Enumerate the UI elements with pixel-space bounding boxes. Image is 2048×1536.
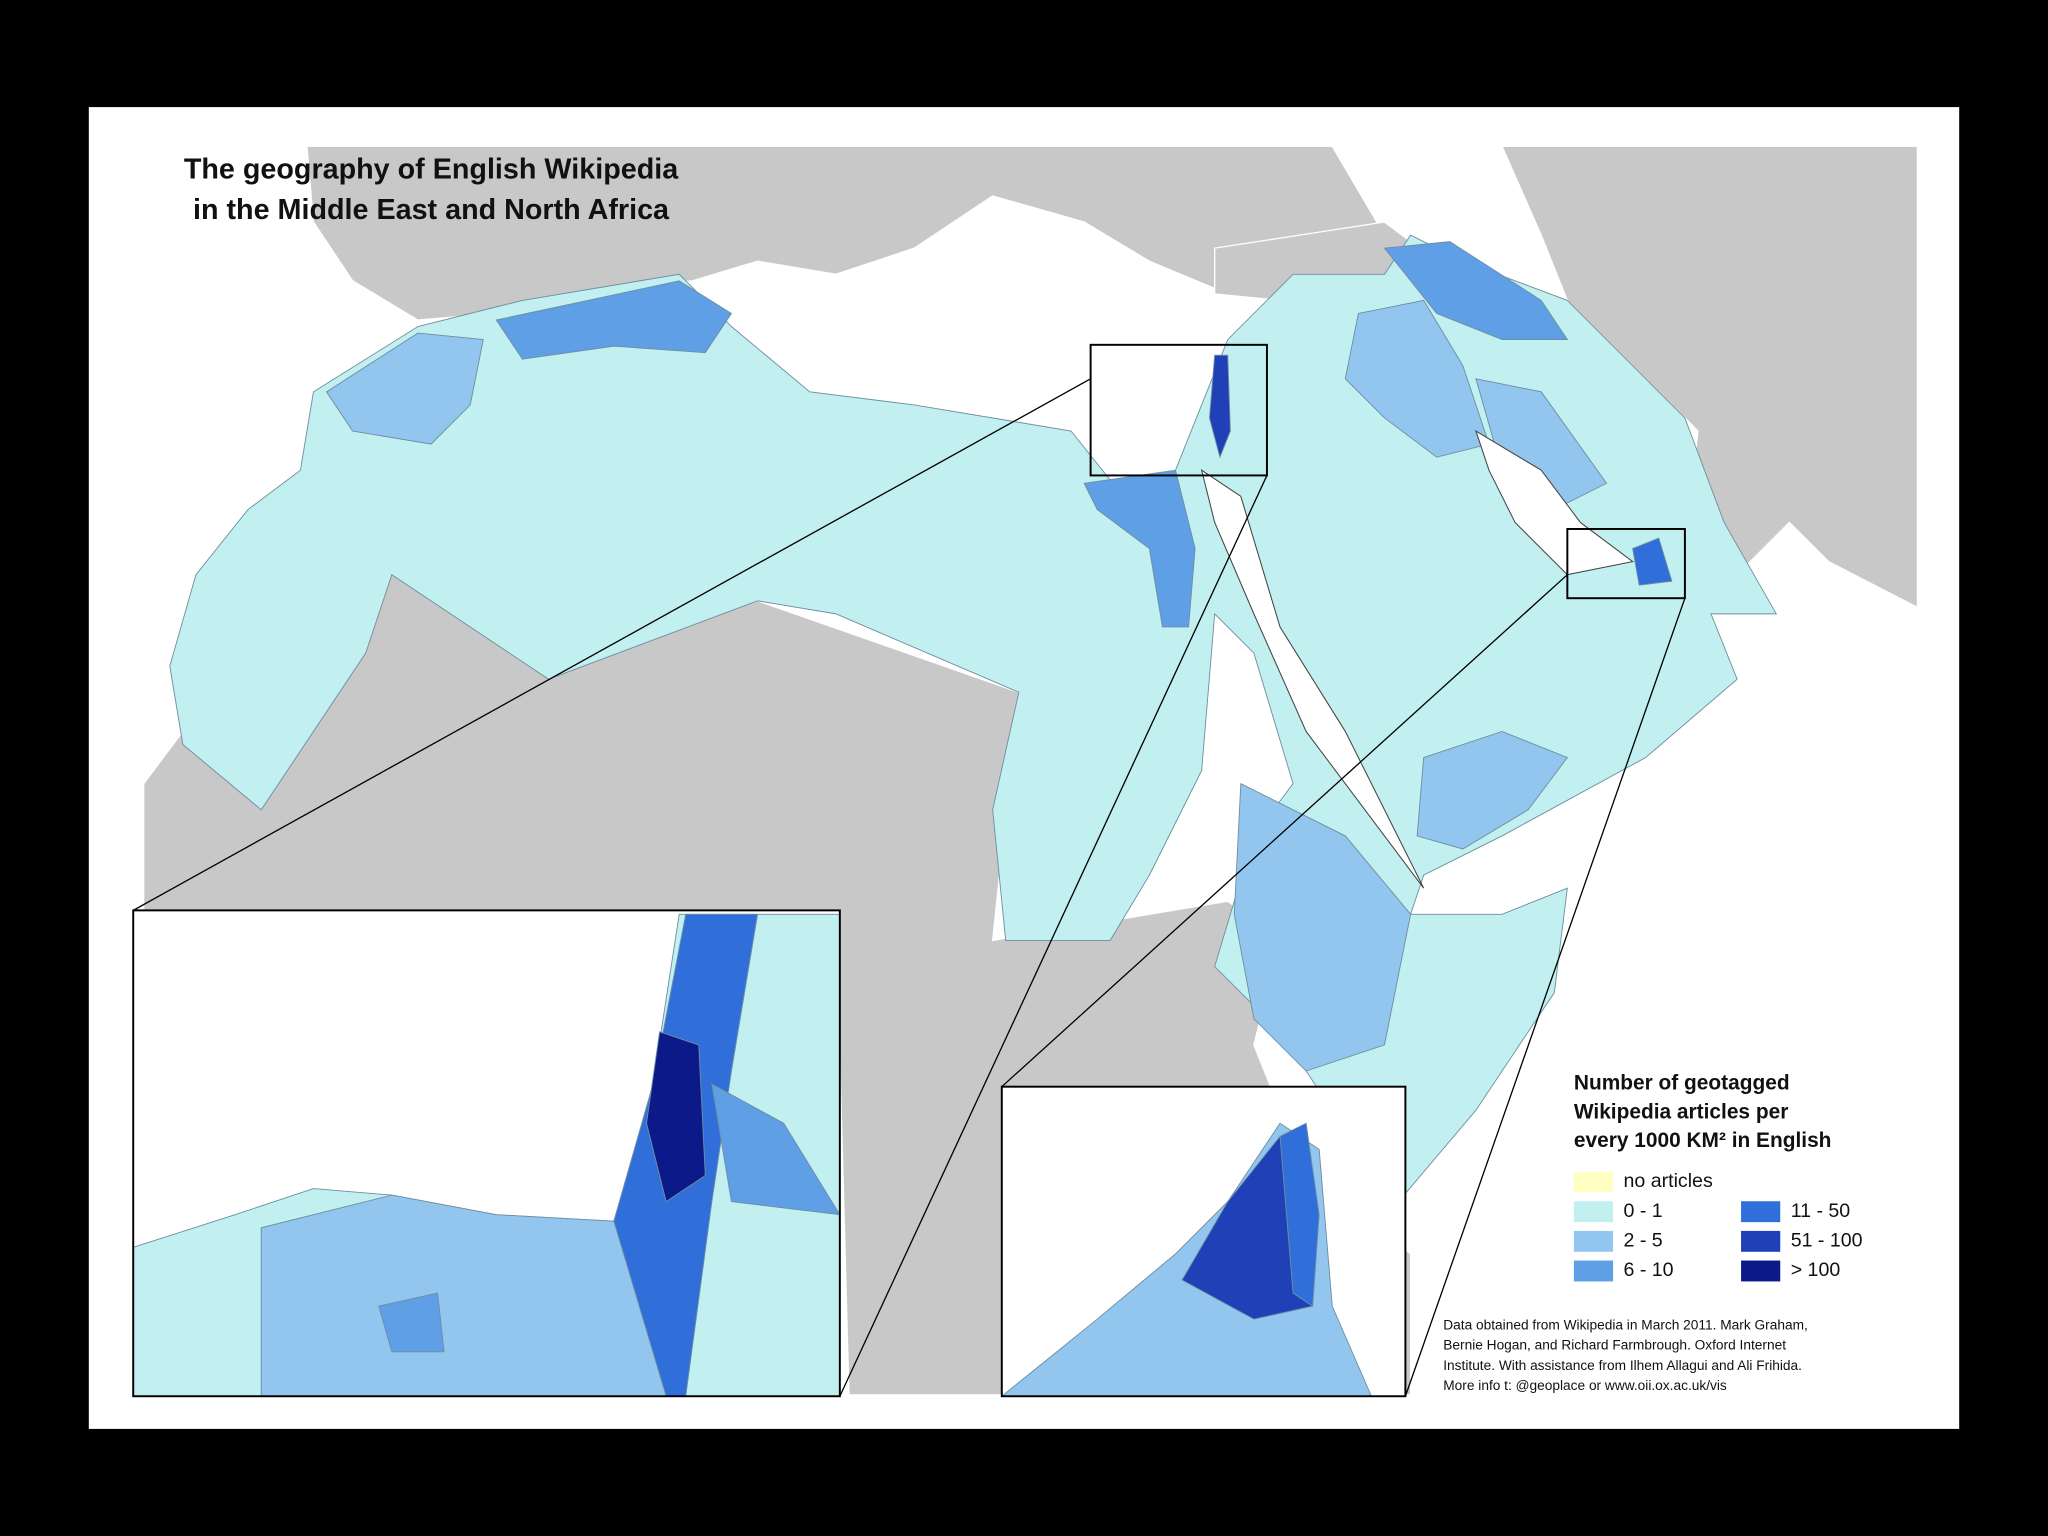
- legend-title: Wikipedia articles per: [1574, 1100, 1788, 1123]
- regions: [169, 234, 1778, 1196]
- israel: [1209, 354, 1231, 459]
- zoom-line: [132, 378, 1091, 911]
- legend-title: Number of geotagged: [1574, 1072, 1790, 1095]
- credit-line: More info t: @geoplace or www.oii.ox.ac.…: [1443, 1378, 1727, 1393]
- legend-title: every 1000 KM² in English: [1574, 1129, 1832, 1152]
- iran-north: [1383, 241, 1569, 341]
- zoom-line: [1404, 597, 1686, 1397]
- legend-swatch: [1573, 1171, 1614, 1193]
- legend: Number of geotagged Wikipedia articles pe…: [1573, 1072, 1863, 1282]
- legend-swatch: [1741, 1260, 1781, 1282]
- inset-left: [132, 909, 841, 1398]
- algeria-coast: [495, 280, 733, 360]
- title-line: in the Middle East and North Africa: [193, 194, 670, 226]
- inset-northern: [1279, 1122, 1320, 1307]
- persian-gulf: [1474, 429, 1634, 576]
- credits: Data obtained from Wikipedia in March 20…: [1443, 1317, 1808, 1393]
- red-sea: [1200, 469, 1425, 889]
- legend-label: 2 - 5: [1624, 1230, 1663, 1252]
- morocco-north: [325, 332, 484, 445]
- legend-swatch: [1573, 1230, 1614, 1252]
- inset-right: [1000, 1085, 1407, 1398]
- credit-line: Data obtained from Wikipedia in March 20…: [1443, 1317, 1808, 1332]
- ethiopia: [1233, 782, 1412, 1072]
- legend-swatch: [1573, 1260, 1614, 1282]
- legend-label: 0 - 1: [1624, 1200, 1663, 1222]
- iraq: [1344, 299, 1490, 458]
- yemen: [1416, 730, 1569, 850]
- legend-swatch: [1741, 1230, 1781, 1252]
- zoom-line: [839, 475, 1268, 1397]
- legend-swatch: [1741, 1201, 1781, 1223]
- nile: [1083, 469, 1196, 628]
- inset-frame: [1000, 1085, 1407, 1398]
- title-line: The geography of English Wikipedia: [184, 154, 679, 186]
- uae: [1632, 537, 1673, 586]
- credit-line: Institute. With assistance from Ilhem Al…: [1443, 1358, 1802, 1373]
- inset-frame: [132, 909, 841, 1398]
- zoom-box: [1566, 528, 1686, 600]
- zoom-line: [1001, 574, 1568, 1088]
- zoom-box: [1089, 343, 1268, 477]
- legend-label: > 100: [1791, 1259, 1841, 1281]
- legend-label: 51 - 100: [1791, 1230, 1863, 1252]
- credit-line: Bernie Hogan, and Richard Farmbrough. Ox…: [1443, 1338, 1786, 1353]
- legend-label: 11 - 50: [1791, 1200, 1851, 1222]
- legend-label: no articles: [1624, 1170, 1713, 1192]
- inset-district: [378, 1292, 445, 1353]
- legend-swatch: [1573, 1201, 1614, 1223]
- legend-label: 6 - 10: [1624, 1259, 1674, 1281]
- zoom-indicators: [132, 343, 1686, 1397]
- inset-core: [646, 1031, 706, 1203]
